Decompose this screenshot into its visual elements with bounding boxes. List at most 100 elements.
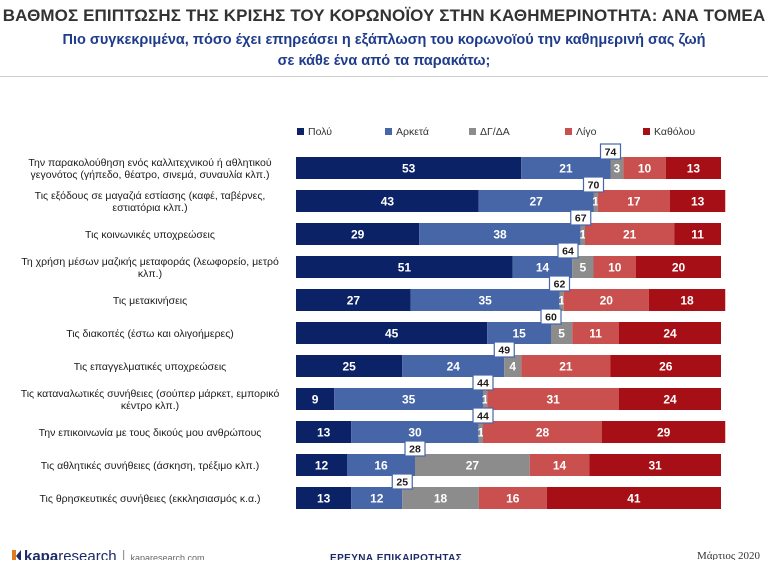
- bar-segment: [478, 190, 594, 212]
- sum-box: [472, 407, 494, 424]
- data-label: 20: [600, 294, 614, 308]
- data-label: 1: [592, 195, 599, 209]
- category-label: Τις μετακινήσεις: [113, 295, 187, 307]
- bar-segment: [487, 388, 619, 410]
- sum-box: [582, 176, 605, 193]
- sum-box: [540, 308, 562, 325]
- data-label: 21: [623, 228, 637, 242]
- legend-label: Αρκετά: [396, 126, 429, 138]
- data-label: 12: [315, 459, 329, 473]
- bar-segment: [610, 157, 624, 179]
- category-label: Τη χρήση μέσων μαζικής μεταφοράς (λεωφορ…: [21, 256, 279, 280]
- bar-segment: [402, 355, 505, 377]
- data-label: 41: [627, 492, 641, 506]
- bar-segment: [665, 157, 721, 179]
- stacked-bar-chart: Πολύ Αρκετά ΔΓ/ΔΑ Λίγο Καθόλου Την παρακολού…: [21, 126, 726, 509]
- logo-url: kaparesearch.com: [130, 553, 205, 563]
- bar-segment: [347, 454, 415, 476]
- data-label: 35: [478, 294, 492, 308]
- bar-segment: [610, 355, 721, 377]
- sum-box: [557, 242, 579, 259]
- data-label: 29: [351, 228, 365, 242]
- page-title: ΒΑΘΜΟΣ ΕΠΙΠΤΩΣΗΣ ΤΗΣ ΚΡΙΣΗΣ ΤΟΥ ΚΟΡΩΝΟΪΟ…: [2, 6, 766, 25]
- data-label: 24: [663, 327, 677, 341]
- bar-segment: [670, 190, 726, 212]
- data-label: 35: [402, 393, 416, 407]
- bottom-strip: [0, 560, 768, 565]
- data-label: 13: [317, 426, 331, 440]
- data-label: 9: [312, 393, 319, 407]
- sum-label: 67: [575, 213, 587, 225]
- bar-segment: [351, 421, 479, 443]
- bar-segment: [296, 223, 420, 245]
- sum-label: 64: [562, 246, 574, 258]
- sum-box: [493, 341, 515, 358]
- bar-segment: [551, 322, 573, 344]
- sum-label: 28: [409, 444, 421, 456]
- bar-segment: [296, 256, 513, 278]
- data-label: 5: [580, 261, 587, 275]
- legend-label: Λίγο: [576, 126, 597, 138]
- bar-segment: [572, 256, 594, 278]
- bar-segment: [593, 256, 636, 278]
- sum-label: 44: [477, 411, 489, 423]
- bar-segment: [529, 454, 590, 476]
- bar-segment: [648, 289, 726, 311]
- category-label: Τις αθλητικές συνήθειες (άσκηση, τρέξιμο…: [41, 460, 259, 472]
- chart-legend: Πολύ Αρκετά ΔΓ/ΔΑ Λίγο Καθόλου: [297, 126, 695, 138]
- subtitle-line-2: σε κάθε ένα από τα παρακάτω;: [277, 53, 491, 69]
- footer-survey-name: ΕΡΕΥΝΑ ΕΠΙΚΑΙΡΟΤΗΤΑΣ: [330, 553, 463, 564]
- bar-segment: [296, 454, 347, 476]
- data-label: 27: [529, 195, 543, 209]
- data-label: 16: [506, 492, 520, 506]
- data-label: 15: [512, 327, 526, 341]
- bar-segment: [504, 355, 522, 377]
- category-label: Την επικοινωνία με τους δικούς μου ανθρώ…: [39, 427, 262, 439]
- data-label: 17: [627, 195, 641, 209]
- sum-label: 25: [396, 477, 408, 489]
- data-label: 51: [398, 261, 412, 275]
- bar-segment: [419, 223, 581, 245]
- bar-segment: [296, 388, 335, 410]
- category-label: Τις επαγγελματικές υποχρεώσεις: [74, 361, 226, 373]
- legend-label: ΔΓ/ΔΑ: [480, 126, 510, 138]
- bar-segment: [478, 487, 547, 509]
- data-label: 1: [478, 426, 485, 440]
- sum-label: 49: [498, 345, 510, 357]
- data-label: 13: [317, 492, 331, 506]
- data-label: 26: [659, 360, 673, 374]
- bar-segment: [521, 157, 611, 179]
- bar-segment: [296, 487, 352, 509]
- data-label: 20: [672, 261, 686, 275]
- bar-segment: [410, 289, 560, 311]
- bar-segment: [296, 421, 352, 443]
- data-label: 13: [691, 195, 705, 209]
- bar-segment: [483, 388, 488, 410]
- data-label: 18: [434, 492, 448, 506]
- data-label: 24: [663, 393, 677, 407]
- bar-segment: [415, 454, 530, 476]
- bar-segment: [351, 487, 403, 509]
- bar-segment: [546, 487, 721, 509]
- bar-segment: [512, 256, 573, 278]
- bar-segment: [478, 421, 483, 443]
- bar-segment: [572, 322, 619, 344]
- data-label: 14: [553, 459, 567, 473]
- data-label: 27: [347, 294, 361, 308]
- data-label: 38: [493, 228, 507, 242]
- data-label: 31: [648, 459, 662, 473]
- data-label: 21: [559, 360, 573, 374]
- bar-segment: [589, 454, 721, 476]
- data-label: 29: [657, 426, 671, 440]
- data-label: 25: [342, 360, 356, 374]
- footer-date: Μάρτιος 2020: [696, 550, 760, 562]
- data-label: 28: [536, 426, 550, 440]
- bar-segment: [483, 421, 602, 443]
- bar-segment: [636, 256, 721, 278]
- bar-segment: [674, 223, 721, 245]
- data-label: 12: [370, 492, 384, 506]
- sum-label: 60: [545, 312, 557, 324]
- sum-label: 74: [605, 147, 617, 159]
- legend-swatch: [643, 128, 650, 135]
- category-labels: Την παρακολούθηση ενός καλλιτεχνικού ή α…: [21, 157, 280, 505]
